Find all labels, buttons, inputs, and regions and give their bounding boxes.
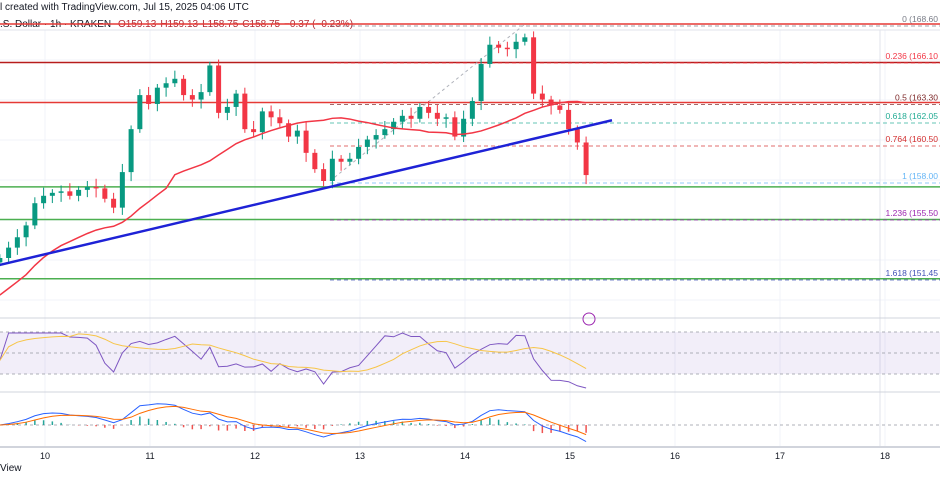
candle-body: [93, 186, 99, 189]
candle-body: [504, 47, 510, 50]
x-tick-label: 13: [355, 451, 365, 461]
candle-body: [32, 203, 38, 226]
candle-body: [23, 225, 29, 238]
candle-body: [522, 37, 528, 42]
candle-body: [268, 111, 274, 118]
candle-body: [417, 106, 423, 119]
rsi-ma-line: [0, 333, 587, 373]
candle-body: [452, 117, 458, 137]
candle-body: [399, 115, 405, 122]
candle-body: [224, 106, 230, 113]
candle-body: [111, 198, 117, 208]
candle-body: [548, 99, 554, 106]
candle-body: [391, 121, 397, 130]
candle-body: [259, 111, 265, 133]
candle-body: [67, 191, 73, 196]
candle-body: [303, 130, 309, 153]
candle-body: [373, 135, 379, 140]
candle-body: [207, 65, 213, 93]
candle-body: [347, 158, 353, 162]
candle-body: [557, 105, 563, 110]
trendline: [0, 119, 613, 267]
candle-body: [426, 106, 432, 113]
candle-body: [102, 188, 108, 199]
candle-body: [286, 123, 292, 137]
footer-text: View: [0, 463, 22, 474]
fib-level-label: 1.618 (151.45: [886, 268, 939, 278]
fib-level-label: 0.5 (163.30: [895, 92, 938, 102]
candle-body: [216, 65, 222, 113]
fib-level-label: 1.236 (155.50: [886, 208, 939, 218]
x-tick-label: 12: [250, 451, 260, 461]
candle-body: [496, 44, 502, 48]
candle-body: [277, 117, 283, 124]
x-tick-label: 15: [565, 451, 575, 461]
alert-icon: [582, 312, 596, 326]
watermark-text: l created with TradingView.com, Jul 15, …: [0, 2, 249, 13]
candle-body: [251, 129, 257, 133]
candle-body: [487, 44, 493, 64]
candle-body: [154, 87, 160, 104]
candle-body: [434, 112, 440, 119]
candle-body: [14, 237, 20, 248]
candle-body: [478, 63, 484, 102]
candle-body: [189, 95, 195, 100]
fib-level-label: 0 (168.60: [902, 14, 938, 24]
fib-level-label: 0.764 (160.50: [886, 134, 939, 144]
candle-body: [443, 117, 449, 119]
macd-line: [0, 403, 587, 443]
candle-body: [382, 129, 388, 136]
candle-body: [312, 152, 318, 170]
x-tick-label: 14: [460, 451, 470, 461]
candle-body: [338, 158, 344, 162]
candle-body: [364, 139, 370, 147]
candle-body: [294, 130, 300, 137]
candle-body: [84, 186, 90, 190]
candle-body: [137, 95, 143, 130]
fib-level-label: 0.236 (166.10: [886, 51, 939, 61]
candle-body: [6, 247, 12, 258]
candle-body: [469, 101, 475, 119]
candle-body: [76, 189, 82, 196]
candle-body: [41, 195, 47, 204]
x-tick-label: 11: [145, 451, 154, 461]
candle-body: [163, 83, 169, 88]
candle-body: [329, 158, 335, 181]
candle-body: [146, 95, 152, 104]
candle-body: [58, 191, 64, 193]
x-tick-label: 17: [775, 451, 785, 461]
rsi-line: [0, 332, 587, 389]
candle-body: [356, 146, 362, 159]
candle-body: [128, 129, 134, 173]
candle-body: [513, 41, 519, 50]
candle-body: [321, 169, 327, 181]
x-tick-label: 16: [670, 451, 680, 461]
fib-level-label: 0.618 (162.05: [886, 111, 939, 121]
x-tick-label: 10: [40, 451, 50, 461]
moving-average-line: [0, 100, 587, 296]
candle-body: [583, 142, 589, 176]
candle-body: [233, 93, 239, 107]
candle-body: [49, 192, 55, 196]
candle-body: [539, 93, 545, 100]
candle-body: [566, 109, 572, 130]
candle-body: [461, 118, 467, 137]
candle-body: [574, 129, 580, 143]
macd-signal-line: [0, 405, 587, 436]
candle-body: [172, 78, 178, 84]
candle-body: [0, 257, 3, 263]
candle-body: [119, 172, 125, 208]
candle-body: [242, 93, 248, 130]
x-tick-label: 18: [880, 451, 890, 461]
candle-body: [531, 37, 537, 94]
candle-body: [181, 78, 187, 96]
candle-body: [408, 115, 414, 119]
candle-body: [198, 92, 204, 100]
fib-level-label: 1 (158.00: [902, 171, 938, 181]
